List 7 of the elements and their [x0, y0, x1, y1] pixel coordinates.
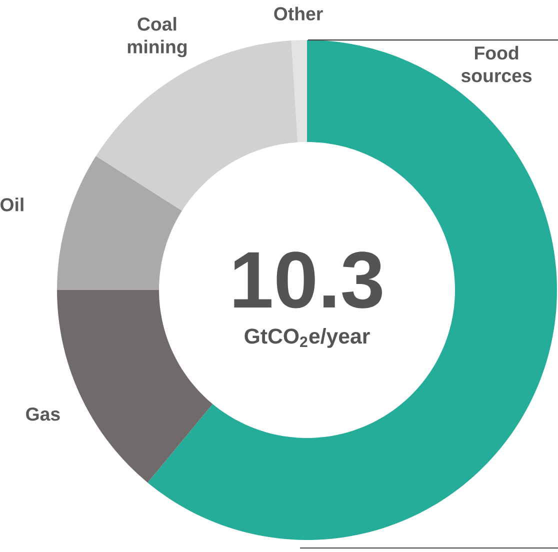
- slice-label: Gas: [26, 408, 60, 421]
- slice-label: Oil: [0, 198, 24, 212]
- slice-label: Other: [274, 6, 323, 20]
- slice-label: Food sources: [461, 46, 532, 82]
- slice-label: Coal mining: [128, 17, 187, 58]
- text: 10.3: [234, 252, 382, 308]
- text: GtCO$_{2}$e/year: [244, 328, 370, 348]
